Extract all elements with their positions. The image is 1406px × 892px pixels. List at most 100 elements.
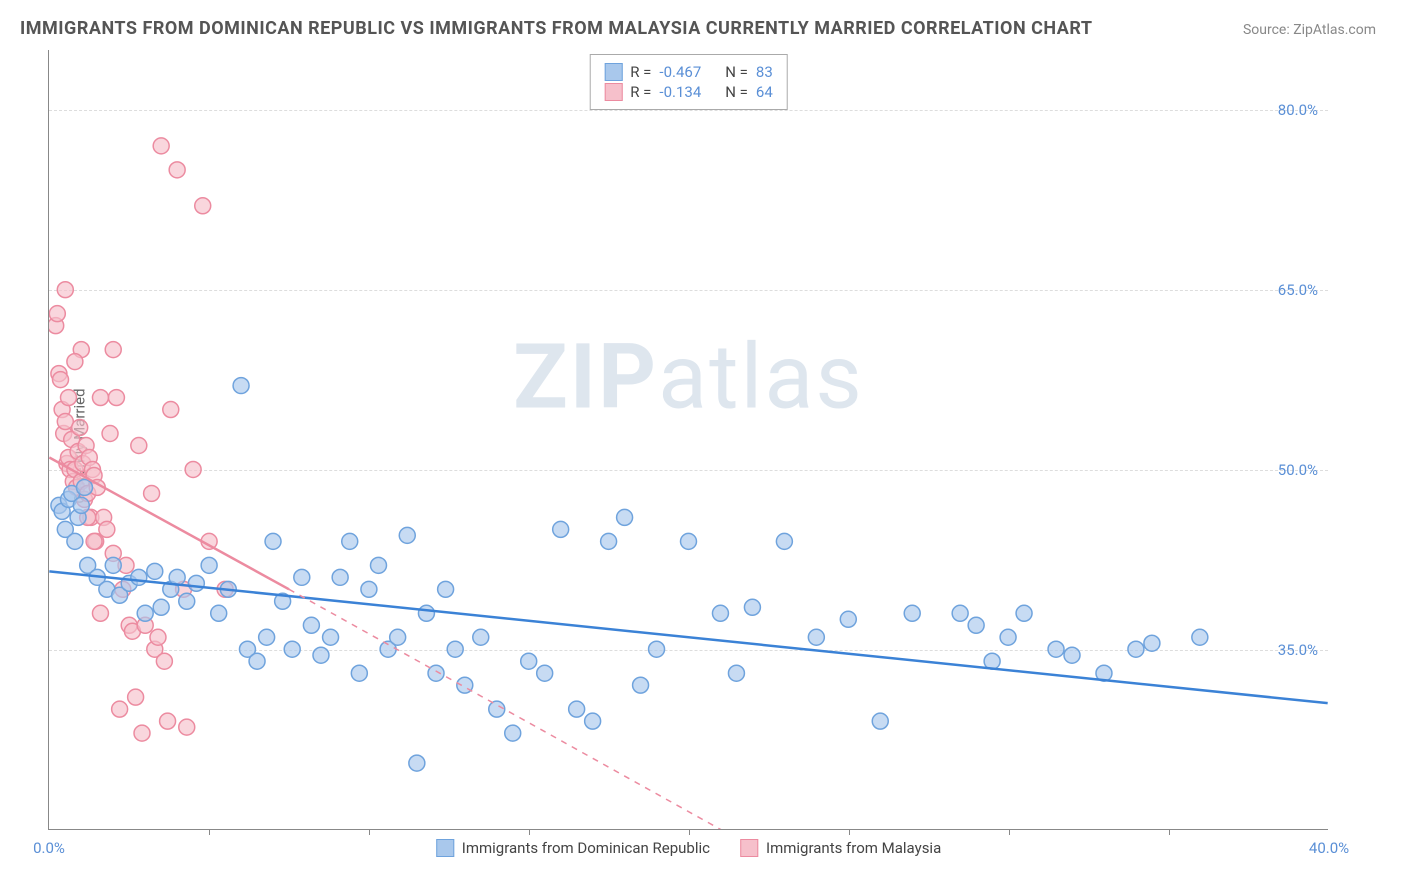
legend-n-label: N = [725, 83, 748, 101]
scatter-point [418, 605, 434, 621]
scatter-point [67, 533, 83, 549]
scatter-point [72, 420, 88, 436]
scatter-point [342, 533, 358, 549]
scatter-point [128, 689, 144, 705]
scatter-point [144, 485, 160, 501]
scatter-point [284, 641, 300, 657]
scatter-point [163, 402, 179, 418]
legend-item-0: Immigrants from Dominican Republic [436, 839, 710, 857]
scatter-point [447, 641, 463, 657]
scatter-point [553, 521, 569, 537]
scatter-point [92, 605, 108, 621]
legend-r-label: R = [630, 63, 651, 81]
scatter-point [872, 713, 888, 729]
scatter-point [840, 611, 856, 627]
scatter-point [728, 665, 744, 681]
legend-row-series-1: R = -0.134 N = 64 [604, 83, 773, 101]
scatter-point [57, 282, 73, 298]
x-tick-mark [1169, 829, 1170, 835]
scatter-point [92, 390, 108, 406]
legend-series: Immigrants from Dominican Republic Immig… [436, 839, 942, 857]
scatter-point [776, 533, 792, 549]
scatter-point [49, 306, 65, 322]
scatter-point [438, 581, 454, 597]
scatter-point [211, 605, 227, 621]
x-tick-label: 0.0% [33, 839, 65, 857]
scatter-point [1144, 635, 1160, 651]
scatter-point [160, 713, 176, 729]
scatter-point [76, 479, 92, 495]
x-tick-mark [1009, 829, 1010, 835]
scatter-point [601, 533, 617, 549]
scatter-point [361, 581, 377, 597]
scatter-plot [49, 50, 1328, 829]
scatter-point [633, 677, 649, 693]
scatter-point [73, 497, 89, 513]
scatter-point [1192, 629, 1208, 645]
scatter-point [968, 617, 984, 633]
scatter-point [1016, 605, 1032, 621]
scatter-point [169, 162, 185, 178]
legend-correlation: R = -0.467 N = 83 R = -0.134 N = 64 [589, 54, 788, 110]
scatter-point [108, 390, 124, 406]
x-tick-mark [849, 829, 850, 835]
scatter-point [57, 414, 73, 430]
x-tick-mark [689, 829, 690, 835]
scatter-point [904, 605, 920, 621]
scatter-point [569, 701, 585, 717]
scatter-point [808, 629, 824, 645]
legend-n-value-0: 83 [756, 63, 773, 81]
scatter-point [185, 461, 201, 477]
source-label: Source: ZipAtlas.com [1243, 22, 1376, 38]
scatter-point [53, 372, 69, 388]
legend-n-label: N = [725, 63, 748, 81]
x-tick-mark [529, 829, 530, 835]
scatter-point [537, 665, 553, 681]
legend-n-value-1: 64 [756, 83, 773, 101]
legend-r-value-1: -0.134 [659, 83, 701, 101]
scatter-point [744, 599, 760, 615]
scatter-point [188, 575, 204, 591]
scatter-point [332, 569, 348, 585]
legend-bottom-swatch-1 [740, 839, 758, 857]
legend-item-1: Immigrants from Malaysia [740, 839, 941, 857]
scatter-point [259, 629, 275, 645]
scatter-point [473, 629, 489, 645]
x-tick-label: 40.0% [1309, 839, 1349, 857]
scatter-point [179, 719, 195, 735]
scatter-point [150, 629, 166, 645]
trend-line-extrapolated [289, 589, 784, 829]
chart-area: ZIPatlas R = -0.467 N = 83 R = -0.134 N … [48, 50, 1328, 830]
chart-title: IMMIGRANTS FROM DOMINICAN REPUBLIC VS IM… [20, 18, 1093, 39]
scatter-point [617, 509, 633, 525]
scatter-point [153, 599, 169, 615]
scatter-point [195, 198, 211, 214]
scatter-point [521, 653, 537, 669]
trend-line [49, 571, 1327, 703]
scatter-point [147, 563, 163, 579]
scatter-point [585, 713, 601, 729]
legend-swatch-0 [604, 63, 622, 81]
x-tick-mark [209, 829, 210, 835]
scatter-point [233, 378, 249, 394]
scatter-point [102, 426, 118, 442]
scatter-point [294, 569, 310, 585]
scatter-point [156, 653, 172, 669]
legend-row-series-0: R = -0.467 N = 83 [604, 63, 773, 81]
scatter-point [99, 521, 115, 537]
scatter-point [137, 605, 153, 621]
scatter-point [1064, 647, 1080, 663]
scatter-point [303, 617, 319, 633]
scatter-point [371, 557, 387, 573]
scatter-point [105, 342, 121, 358]
scatter-point [112, 701, 128, 717]
scatter-point [131, 438, 147, 454]
scatter-point [105, 557, 121, 573]
scatter-point [201, 557, 217, 573]
scatter-point [323, 629, 339, 645]
scatter-point [649, 641, 665, 657]
scatter-point [131, 569, 147, 585]
scatter-point [86, 533, 102, 549]
legend-bottom-swatch-0 [436, 839, 454, 857]
x-tick-mark [369, 829, 370, 835]
